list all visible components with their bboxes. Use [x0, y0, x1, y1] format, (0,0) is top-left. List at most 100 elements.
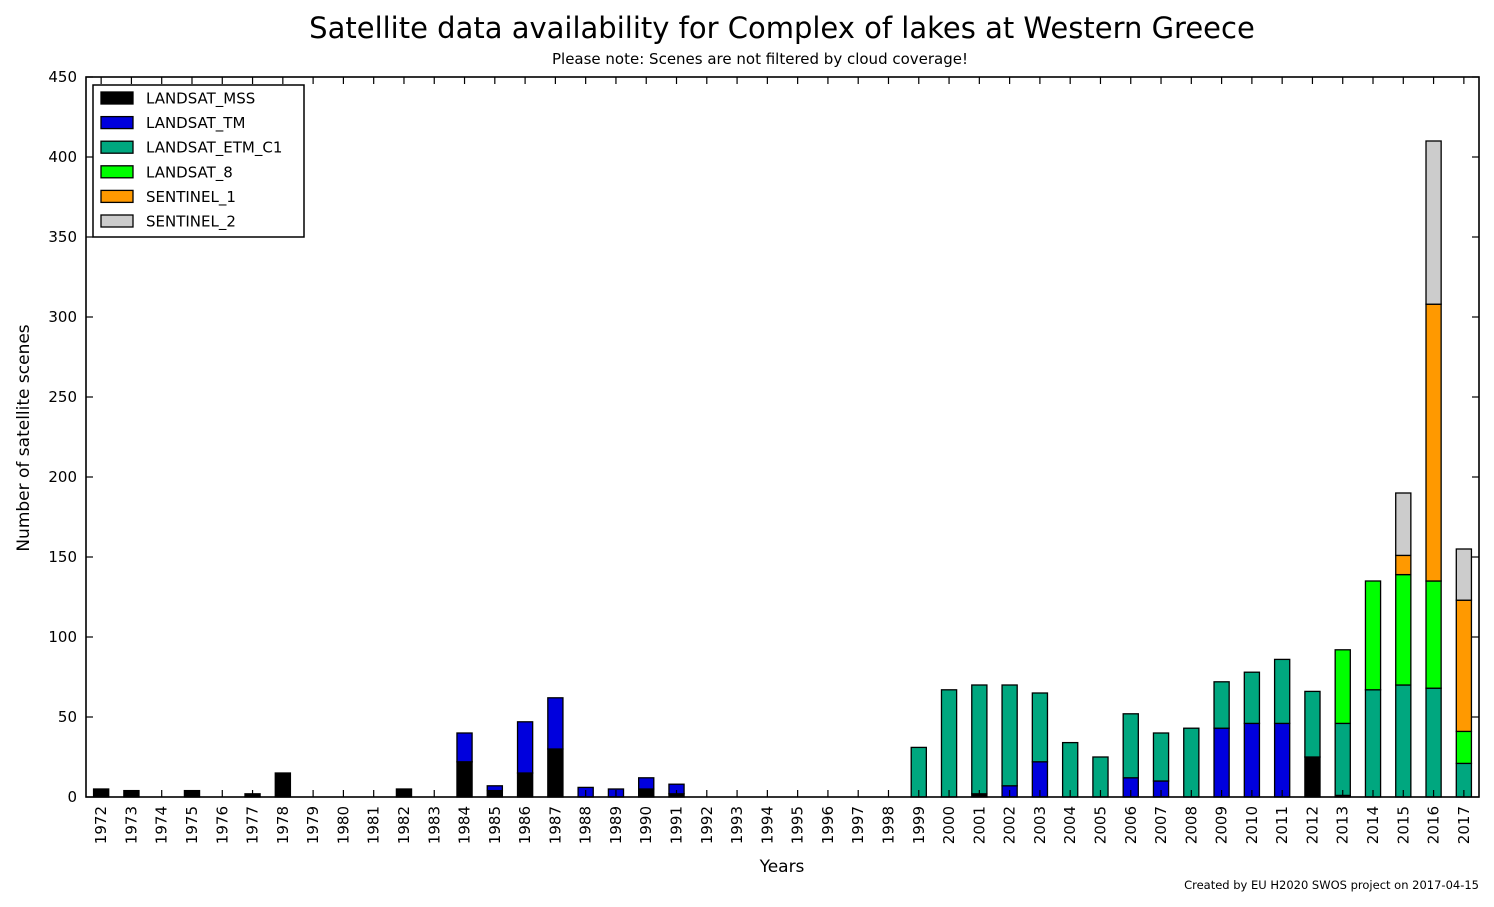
x-tick-label-1991: 1991: [668, 806, 686, 844]
bar-sentinel-1-2015: [1395, 554, 1412, 576]
x-tick-label-1986: 1986: [516, 806, 534, 844]
bar-landsat-etm-c1-2002: [1001, 684, 1018, 787]
x-tick-label-2006: 2006: [1122, 806, 1140, 844]
x-tick-label-1976: 1976: [213, 806, 231, 844]
x-tick-label-1995: 1995: [789, 806, 807, 844]
bar-landsat-etm-c1-2007: [1152, 732, 1170, 782]
bar-sentinel-1-2017: [1455, 599, 1473, 733]
x-tick-label-1974: 1974: [153, 806, 171, 844]
x-tick-label-2017: 2017: [1455, 806, 1473, 844]
bar-sentinel-2-2017: [1455, 548, 1473, 601]
bar-landsat-tm-1990: [638, 777, 655, 790]
y-axis-label: Number of satellite scenes: [14, 324, 34, 551]
y-tick-label-400: 400: [48, 148, 77, 166]
y-tick-label-100: 100: [48, 628, 77, 646]
x-tick-label-2010: 2010: [1243, 806, 1261, 844]
legend-label-landsat-etm-c1: LANDSAT_ETM_C1: [146, 139, 282, 158]
bar-landsat-etm-c1-2000: [940, 689, 958, 798]
bar-landsat-8-2016: [1425, 580, 1442, 689]
legend-swatch-landsat-tm: [100, 115, 134, 130]
x-tick-label-1977: 1977: [244, 806, 262, 844]
credit-note: Created by EU H2020 SWOS project on 2017…: [1184, 878, 1479, 892]
x-tick-label-2009: 2009: [1213, 806, 1231, 844]
chart-title: Satellite data availability for Complex …: [309, 11, 1255, 45]
bar-landsat-etm-c1-2001: [971, 684, 988, 795]
x-tick-label-2005: 2005: [1091, 806, 1109, 844]
x-tick-label-1996: 1996: [819, 806, 837, 844]
x-tick-label-2011: 2011: [1273, 806, 1291, 844]
x-tick-label-2004: 2004: [1061, 806, 1079, 844]
bar-landsat-etm-c1-1999: [910, 746, 927, 798]
x-tick-label-1999: 1999: [910, 806, 928, 844]
x-tick-label-1978: 1978: [274, 806, 292, 844]
x-tick-label-2001: 2001: [970, 806, 988, 844]
legend-swatch-landsat-8: [100, 165, 134, 179]
x-tick-label-1987: 1987: [546, 806, 564, 844]
x-tick-label-1988: 1988: [577, 806, 595, 844]
bar-landsat-etm-c1-2014: [1364, 689, 1382, 798]
y-tick-label-0: 0: [67, 788, 77, 806]
chart-subtitle: Please note: Scenes are not filtered by …: [552, 50, 968, 68]
x-tick-label-1973: 1973: [122, 806, 140, 844]
x-tick-label-1983: 1983: [425, 806, 443, 844]
legend-swatch-sentinel-1: [100, 189, 134, 204]
x-tick-label-2016: 2016: [1425, 806, 1443, 844]
legend-swatch-landsat-etm-c1: [100, 140, 134, 154]
bar-landsat-etm-c1-2008: [1183, 727, 1200, 798]
bar-landsat-etm-c1-2006: [1122, 713, 1139, 779]
bar-landsat-etm-c1-2016: [1425, 687, 1442, 798]
legend-label-landsat-mss: LANDSAT_MSS: [146, 90, 255, 109]
y-tick-label-200: 200: [48, 468, 77, 486]
bar-landsat-etm-c1-2009: [1213, 681, 1230, 729]
x-tick-label-1994: 1994: [758, 806, 776, 844]
axes-layer: 0 50 100 150 200 250 300 350 400 450 1972 1973 1974 1…: [48, 68, 1480, 844]
y-tick-label-350: 350: [48, 228, 77, 246]
x-tick-label-1972: 1972: [92, 806, 110, 844]
x-tick-label-2012: 2012: [1303, 806, 1321, 844]
x-tick-label-1981: 1981: [365, 806, 383, 844]
bar-landsat-etm-c1-2004: [1061, 741, 1079, 798]
bar-landsat-tm-2010: [1243, 722, 1261, 798]
x-tick-label-1980: 1980: [334, 806, 352, 844]
bar-sentinel-2-2016: [1425, 140, 1442, 305]
legend-label-sentinel-2: SENTINEL_2: [146, 213, 236, 232]
x-tick-label-1997: 1997: [849, 806, 867, 844]
x-tick-label-2013: 2013: [1334, 806, 1352, 844]
x-tick-label-1984: 1984: [456, 806, 474, 844]
bar-landsat-tm-1986: [516, 721, 534, 774]
x-tick-label-1975: 1975: [183, 806, 201, 844]
x-tick-label-2007: 2007: [1152, 806, 1170, 844]
bar-landsat-etm-c1-2015: [1395, 684, 1412, 798]
bar-landsat-8-2013: [1334, 649, 1351, 725]
bar-landsat-tm-2011: [1273, 722, 1291, 798]
legend-swatch-landsat-mss: [100, 91, 134, 105]
bar-landsat-tm-1984: [456, 732, 473, 763]
bar-landsat-tm-1987: [547, 697, 564, 750]
x-tick-label-2002: 2002: [1001, 806, 1019, 844]
x-tick-label-1989: 1989: [607, 806, 625, 844]
x-tick-label-2008: 2008: [1182, 806, 1200, 844]
legend: LANDSAT_MSS LANDSAT_TM LANDSAT_ETM_C1 LANDS…: [92, 84, 305, 238]
bar-landsat-8-2017: [1455, 730, 1473, 765]
x-axis-label: Years: [759, 857, 805, 877]
bar-landsat-etm-c1-2010: [1243, 671, 1261, 725]
legend-label-landsat-tm: LANDSAT_TM: [146, 114, 245, 133]
legend-label-landsat-8: LANDSAT_8: [146, 163, 233, 182]
x-tick-label-1992: 1992: [698, 806, 716, 844]
bars-layer: [92, 140, 1473, 798]
bar-landsat-etm-c1-2011: [1273, 658, 1291, 725]
y-tick-label-450: 450: [48, 68, 77, 86]
bar-landsat-tm-2009: [1213, 727, 1230, 798]
x-tick-label-2014: 2014: [1364, 806, 1382, 844]
x-tick-label-2015: 2015: [1394, 806, 1412, 844]
y-tick-label-300: 300: [48, 308, 77, 326]
legend-swatch-sentinel-2: [100, 214, 134, 228]
bar-landsat-etm-c1-2013: [1334, 722, 1351, 797]
y-tick-label-250: 250: [48, 388, 77, 406]
bar-landsat-8-2014: [1364, 580, 1382, 691]
x-tick-label-1985: 1985: [486, 806, 504, 844]
bar-landsat-mss-1987: [547, 748, 564, 798]
plot-frame: [85, 76, 1480, 798]
x-tick-label-1979: 1979: [304, 806, 322, 844]
